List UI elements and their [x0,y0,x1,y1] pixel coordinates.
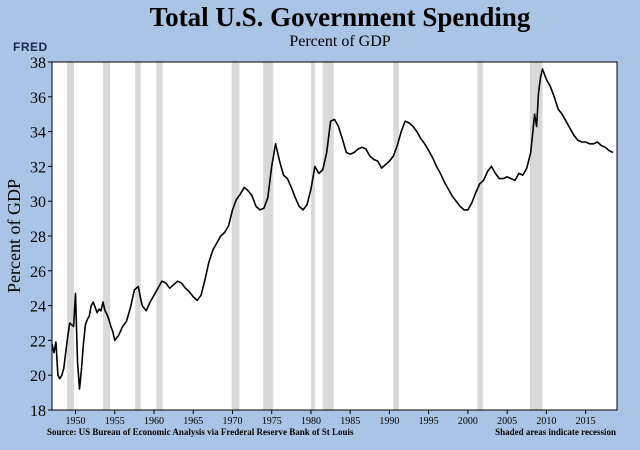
fred-logo: FRED [13,40,48,54]
y-tick-label: 38 [30,55,46,72]
recession-band [477,62,483,410]
y-tick-label: 24 [30,299,46,316]
recession-band [263,62,274,410]
x-tick-label: 1980 [301,416,321,427]
recession-band [156,62,163,410]
y-tick-label: 34 [30,125,46,142]
recession-band [66,62,74,410]
chart-title: Total U.S. Government Spending [149,2,531,32]
x-tick-label: 1955 [105,416,125,427]
recession-band [322,62,334,410]
x-tick-label: 1960 [144,416,164,427]
y-tick-label: 30 [30,194,46,211]
x-tick-label: 1975 [262,416,282,427]
recession-band [393,62,399,410]
x-tick-label: 2005 [497,416,517,427]
y-tick-label: 18 [30,403,46,420]
y-tick-label: 20 [30,368,46,385]
recession-note: Shaded areas indicate recession [495,427,616,437]
x-tick-label: 2000 [458,416,478,427]
y-tick-label: 22 [30,333,46,350]
y-axis-label: Percent of GDP [4,179,24,293]
x-tick-label: 2010 [536,416,556,427]
x-tick-label: 1970 [222,416,242,427]
series-lines [51,68,614,390]
y-tick-label: 28 [30,229,46,246]
recession-band [529,62,543,410]
source-note: Source: US Bureau of Economic Analysis v… [47,427,354,437]
chart-subtitle: Percent of GDP [289,33,391,50]
recession-band [103,62,111,410]
recession-bands [66,62,543,410]
x-tick-label: 1995 [419,416,439,427]
x-tick-label: 1965 [183,416,203,427]
y-tick-label: 32 [30,159,46,176]
recession-band [231,62,240,410]
x-tick-label: 1990 [379,416,399,427]
y-tick-label: 36 [30,90,46,107]
axes: 18 20 22 24 26 28 30 32 34 36 38 1950 1955 1960 1965 19… [30,55,618,427]
x-tick-label: 2015 [576,416,596,427]
y-tick-label: 26 [30,264,46,281]
recession-band [311,62,315,410]
x-tick-label: 1950 [66,416,86,427]
x-tick-label: 1985 [340,416,360,427]
recession-band [135,62,141,410]
series-line [51,68,614,390]
fred-logo-text: FRED [13,40,48,54]
